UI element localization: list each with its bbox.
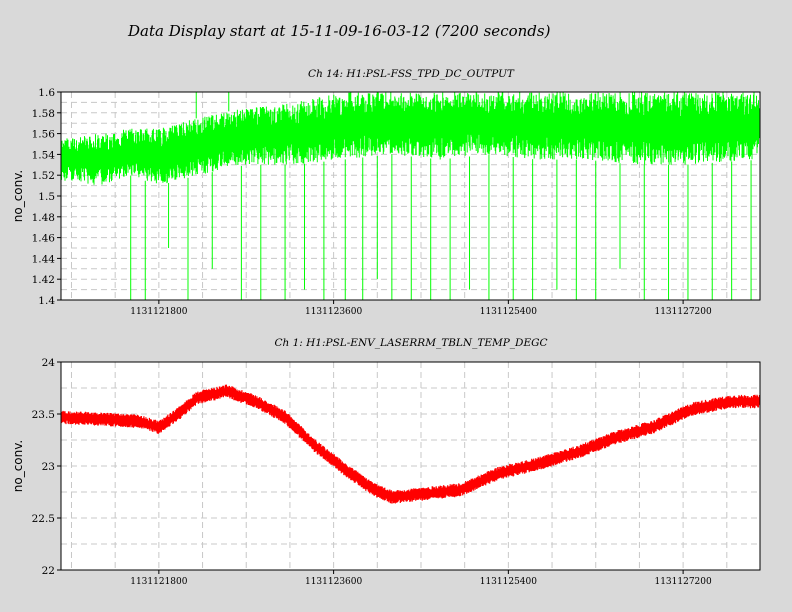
y-tick-label: 23.5	[32, 409, 55, 421]
chart-0: 1.4 1.42 1.44 1.46 1.48 1.5 1.52 1.54 1.56 1.58 1.…	[32, 87, 761, 317]
x-tick-label: 1131123600	[305, 307, 363, 317]
x-tick-label: 1131123600	[305, 577, 363, 587]
chart-title-ch14: Ch 14: H1:PSL-FSS_TPD_DC_OUTPUT	[308, 68, 514, 80]
y-tick-label: 1.46	[32, 233, 56, 245]
x-tick-label: 1131121800	[130, 577, 188, 587]
x-tick-label: 1131125400	[480, 577, 538, 587]
series-group	[61, 384, 760, 504]
x-tick-label: 1131127200	[654, 577, 712, 587]
y-tick-label: 1.56	[32, 129, 56, 141]
y-tick-label: 24	[42, 357, 56, 369]
y-tick-label: 1.4	[38, 295, 55, 307]
series-ch1-line	[61, 384, 760, 504]
series-ch14-band	[61, 92, 760, 185]
chart-1: 22 22.5 23 23.5 24 1131121800 1131123600 113112…	[32, 357, 761, 587]
x-tick-label: 1131127200	[654, 307, 712, 317]
x-tick-label: 1131121800	[130, 307, 188, 317]
y-tick-label: 23	[42, 461, 55, 473]
y-tick-label: 1.5	[38, 191, 55, 203]
y-tick-label: 1.48	[32, 212, 55, 224]
y-tick-label: 1.54	[32, 149, 56, 161]
chart-title-ch1: Ch 1: H1:PSL-ENV_LASERRM_TBLN_TEMP_DEGC	[274, 337, 548, 349]
series-group	[61, 92, 760, 300]
y-tick-label: 1.44	[32, 253, 56, 265]
y-tick-label: 1.42	[32, 274, 55, 286]
page-title: Data Display start at 15-11-09-16-03-12 …	[128, 22, 551, 40]
y-tick-label: 1.6	[38, 87, 55, 99]
y-tick-label: 22	[42, 565, 55, 577]
y-tick-label: 1.52	[32, 170, 55, 182]
y-tick-label: 22.5	[32, 513, 55, 525]
y-tick-label: 1.58	[32, 108, 55, 120]
x-tick-label: 1131125400	[480, 307, 538, 317]
